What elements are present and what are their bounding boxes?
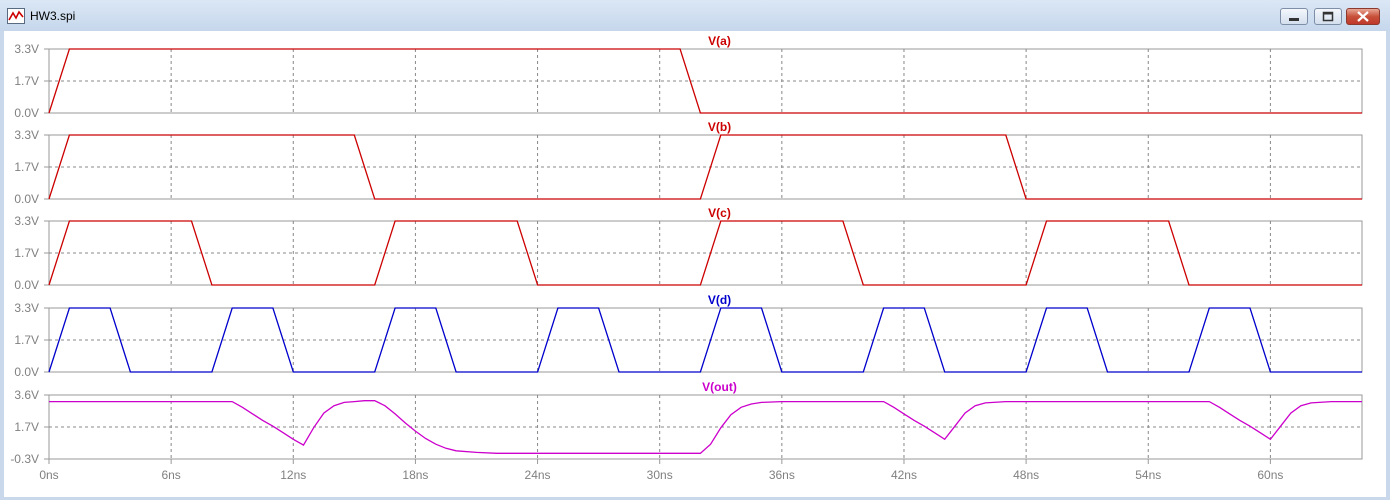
trace-v-b bbox=[48, 134, 1362, 200]
trace-label: V(b) bbox=[708, 120, 731, 134]
y-tick-label: 1.7V bbox=[14, 333, 39, 347]
close-icon bbox=[1357, 11, 1369, 22]
x-tick-label: 12ns bbox=[280, 468, 306, 482]
y-tick-label: 1.7V bbox=[14, 246, 39, 260]
y-tick-label: 1.7V bbox=[14, 74, 39, 88]
y-tick-label: 3.3V bbox=[14, 214, 39, 228]
trace-label: V(d) bbox=[708, 293, 731, 307]
x-tick-label: 6ns bbox=[161, 468, 180, 482]
y-tick-label: 0.0V bbox=[14, 106, 39, 120]
y-tick-label: 1.7V bbox=[14, 160, 39, 174]
x-tick-label: 48ns bbox=[1013, 468, 1039, 482]
trace-label: V(a) bbox=[708, 34, 731, 48]
y-tick-label: 3.3V bbox=[14, 42, 39, 56]
waveform-viewer[interactable]: 3.3V 1.7V 0.0V V(a) 3.3V 1.7V 0.0V V(b) 3.3V 1.7V… bbox=[4, 31, 1386, 497]
waveform-plot[interactable]: 3.3V 1.7V 0.0V V(a) 3.3V 1.7V 0.0V V(b) 3.3V 1.7V… bbox=[4, 31, 1386, 497]
window-title: HW3.spi bbox=[30, 9, 76, 23]
trace-v-c bbox=[48, 220, 1362, 286]
maximize-icon bbox=[1322, 11, 1334, 22]
x-tick-label: 42ns bbox=[891, 468, 917, 482]
close-button[interactable] bbox=[1346, 8, 1380, 25]
minimize-button[interactable] bbox=[1280, 8, 1308, 25]
y-tick-label: 0.0V bbox=[14, 365, 39, 379]
trace-v-a bbox=[48, 48, 1362, 114]
trace-label: V(c) bbox=[708, 206, 731, 220]
y-tick-label: 3.6V bbox=[14, 388, 39, 402]
minimize-icon bbox=[1289, 18, 1299, 21]
title-bar[interactable]: HW3.spi bbox=[0, 0, 1390, 31]
y-tick-label: 0.0V bbox=[14, 278, 39, 292]
x-tick-label: 30ns bbox=[647, 468, 673, 482]
x-tick-label: 60ns bbox=[1257, 468, 1283, 482]
trace-label: V(out) bbox=[702, 380, 737, 394]
x-tick-label: 36ns bbox=[769, 468, 795, 482]
waveform-icon bbox=[7, 8, 25, 24]
x-tick-label: 18ns bbox=[402, 468, 428, 482]
trace-v-d bbox=[48, 307, 1362, 373]
x-tick-label: 54ns bbox=[1135, 468, 1161, 482]
trace-v-out bbox=[49, 400, 1362, 454]
y-tick-label: 3.3V bbox=[14, 301, 39, 315]
y-tick-label: 1.7V bbox=[14, 420, 39, 434]
maximize-button[interactable] bbox=[1314, 8, 1342, 25]
x-tick-label: 24ns bbox=[525, 468, 551, 482]
y-tick-label: 3.3V bbox=[14, 128, 39, 142]
x-tick-label: 0ns bbox=[39, 468, 58, 482]
y-tick-label: 0.0V bbox=[14, 192, 39, 206]
y-tick-label: -0.3V bbox=[10, 452, 39, 466]
